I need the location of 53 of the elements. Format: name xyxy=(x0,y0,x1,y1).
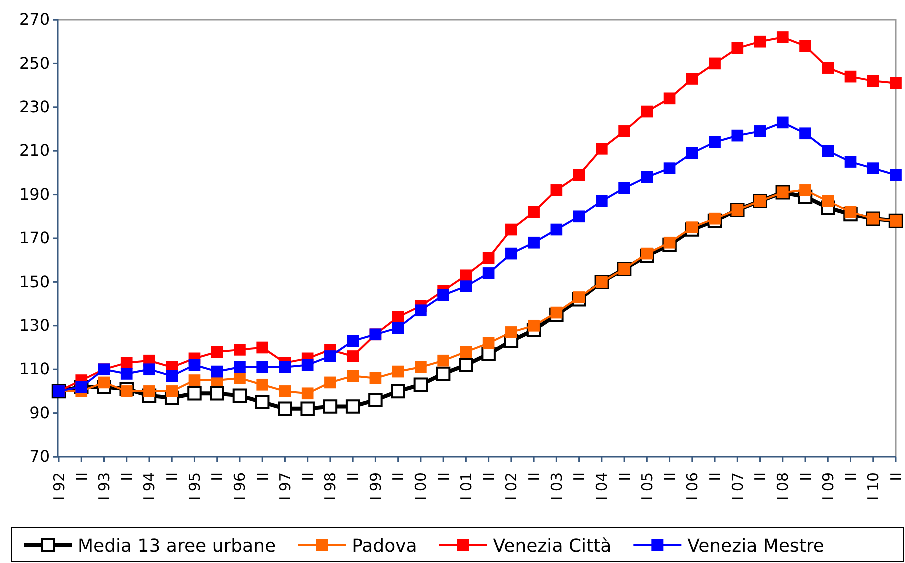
x-tick-label: I 08 xyxy=(774,472,792,501)
x-tick-label: II xyxy=(570,472,589,482)
x-tick-label: II xyxy=(163,472,182,482)
x-tick-label: I 99 xyxy=(366,472,385,501)
x-tick-label: II xyxy=(752,472,770,482)
x-tick-label: II xyxy=(842,472,860,482)
x-tick-label: II xyxy=(344,472,362,482)
x-tick-label: II xyxy=(254,472,272,482)
x-tick-label: I 03 xyxy=(548,472,566,501)
legend-label: Venezia Mestre xyxy=(688,536,824,557)
x-tick-label: II xyxy=(706,472,724,482)
x-tick-label: II xyxy=(616,472,634,482)
legend-label: Media 13 aree urbane xyxy=(78,536,276,557)
x-tick-label: I 98 xyxy=(322,472,340,501)
x-tick-label: II xyxy=(887,472,905,482)
x-tick-label: II xyxy=(72,472,91,482)
x-tick-label: I 02 xyxy=(502,472,521,501)
x-tick-label: I 10 xyxy=(864,472,883,501)
x-tick-label: I 94 xyxy=(140,472,159,501)
x-tick-label: I 97 xyxy=(276,472,294,501)
x-tick-label: I 00 xyxy=(412,472,430,501)
x-tick-label: I 06 xyxy=(684,472,702,501)
x-tick-label: II xyxy=(118,472,136,482)
x-tick-label: I 09 xyxy=(819,472,838,501)
x-tick-label: I 07 xyxy=(728,472,747,501)
x-tick-label: II xyxy=(208,472,227,482)
x-tick-label: II xyxy=(661,472,680,482)
y-tick-label: 270 xyxy=(19,10,50,30)
y-tick-label: 190 xyxy=(19,184,50,204)
x-tick-label: I 93 xyxy=(95,472,114,501)
x-tick-label: II xyxy=(434,472,453,482)
legend-label: Padova xyxy=(352,536,418,557)
y-tick-label: 250 xyxy=(19,54,50,73)
x-tick-label: II xyxy=(525,472,544,482)
x-tick-label: I 05 xyxy=(638,472,656,501)
x-tick-label: I 04 xyxy=(593,472,612,501)
y-tick-label: 170 xyxy=(19,228,50,248)
x-tick-label: II xyxy=(480,472,498,482)
x-tick-label: I 96 xyxy=(231,472,250,501)
x-tick-label: I 92 xyxy=(50,472,68,501)
y-tick-label: 210 xyxy=(19,141,50,160)
y-tick-label: 130 xyxy=(19,316,50,336)
y-tick-label: 150 xyxy=(19,272,50,292)
y-tick-label: 90 xyxy=(30,403,50,422)
y-tick-label: 110 xyxy=(19,360,50,379)
legend-label: Venezia Città xyxy=(493,536,612,557)
x-tick-label: I 01 xyxy=(457,472,476,501)
y-tick-label: 230 xyxy=(19,98,50,117)
x-tick-label: I 95 xyxy=(186,472,204,501)
x-tick-label: II xyxy=(299,472,318,482)
x-tick-label: II xyxy=(796,472,815,482)
x-tick-label: II xyxy=(390,472,408,482)
y-tick-label: 70 xyxy=(30,447,50,466)
